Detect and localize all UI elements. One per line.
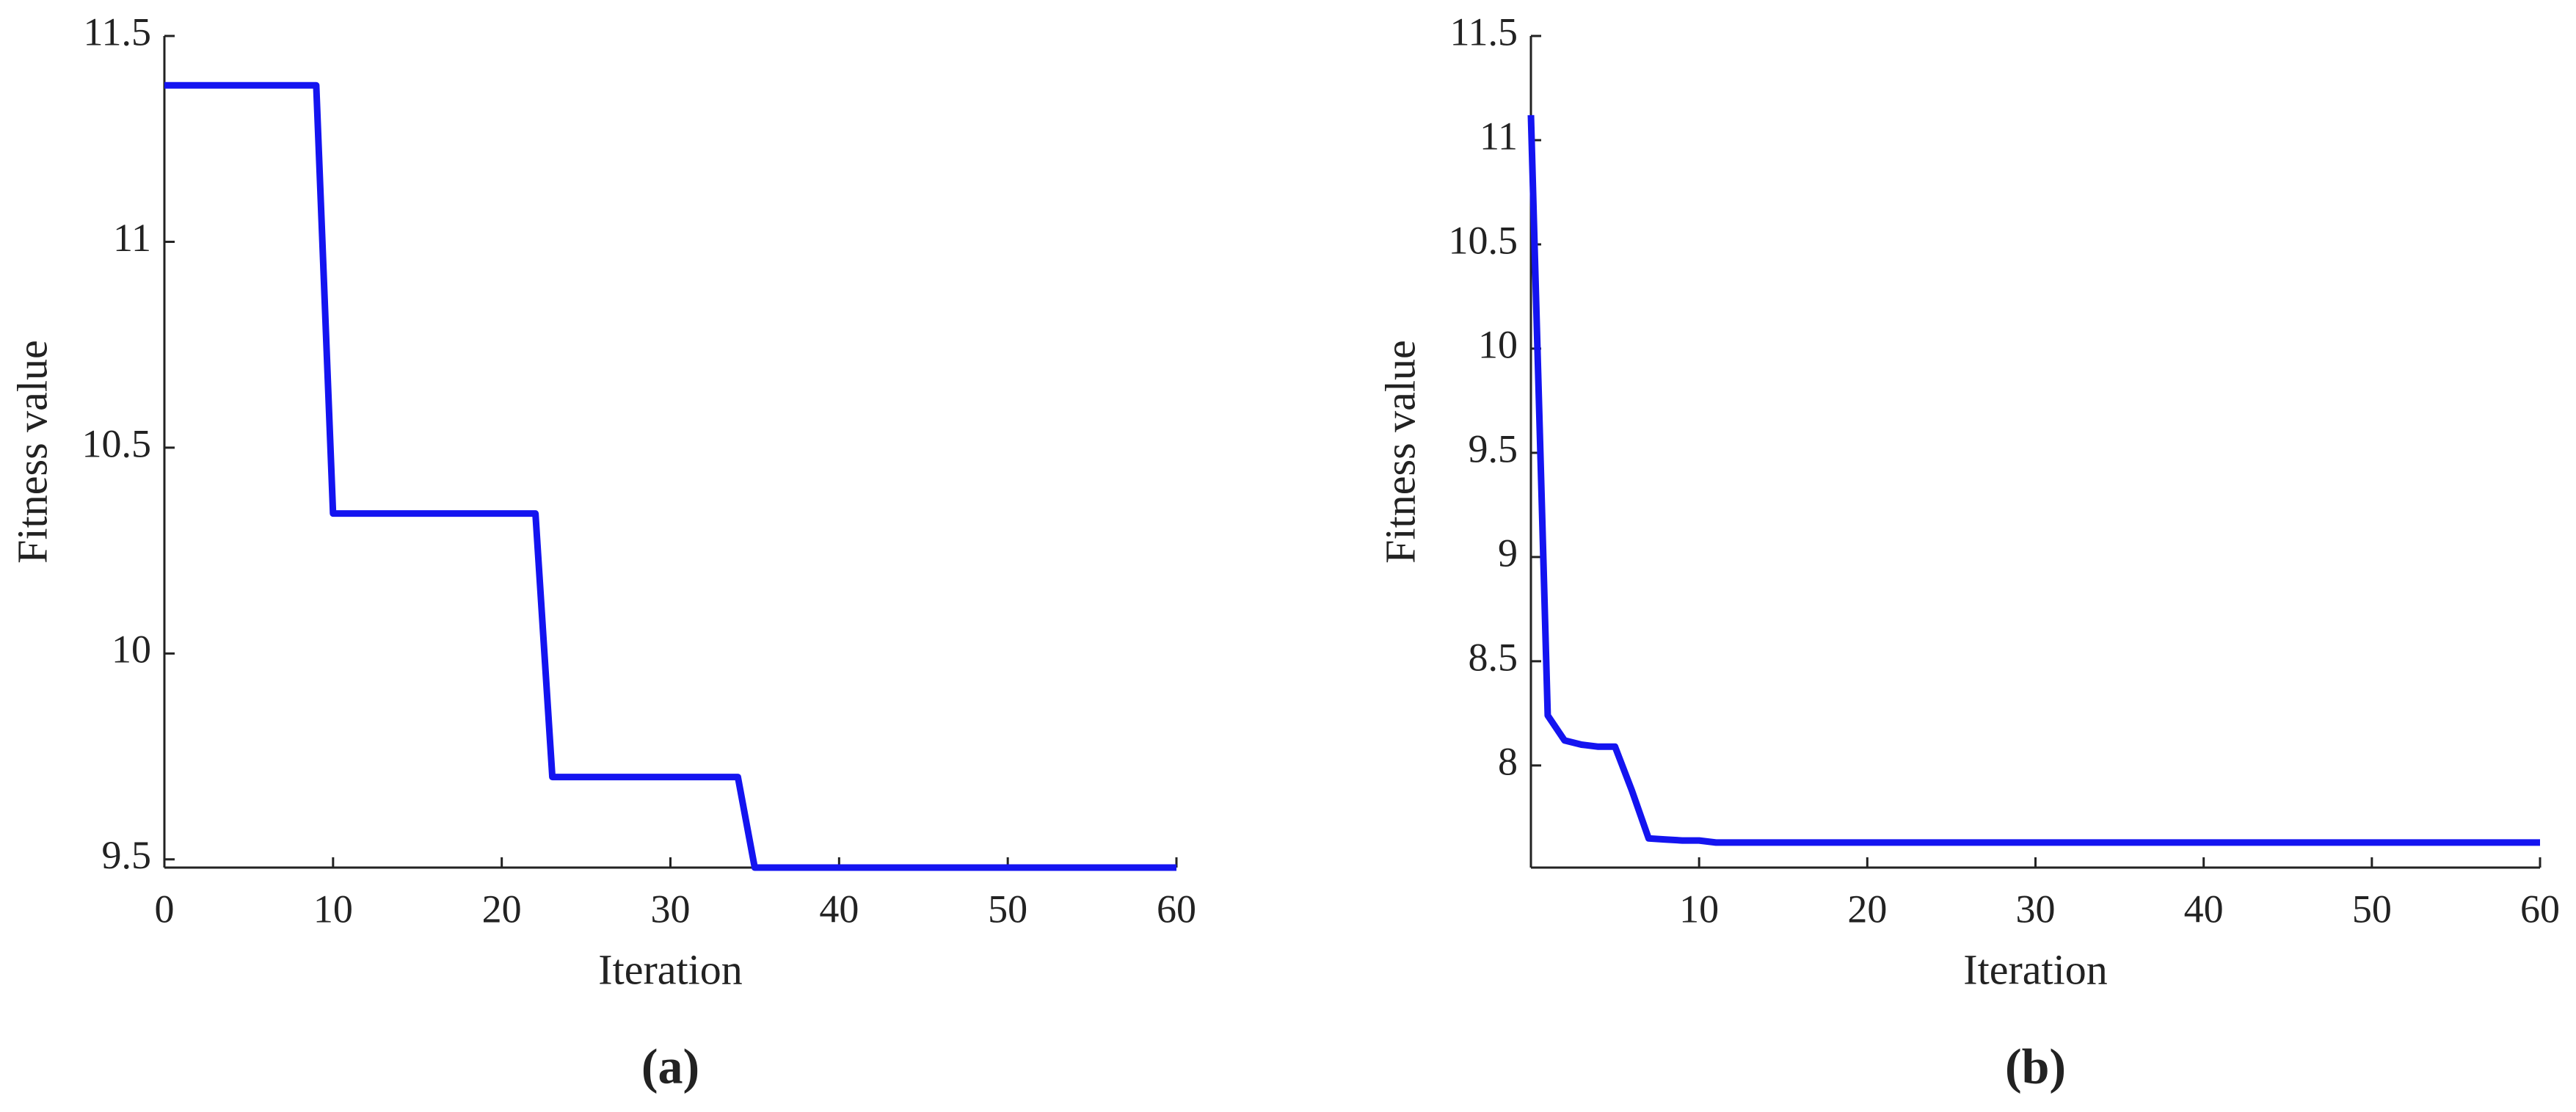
y-tick-label: 10 <box>112 628 151 672</box>
y-tick-label: 11.5 <box>1450 10 1518 54</box>
x-tick-label: 10 <box>1679 887 1719 931</box>
x-tick-label: 60 <box>1157 887 1196 931</box>
x-tick-label: 50 <box>988 887 1027 931</box>
x-tick-label: 50 <box>2352 887 2392 931</box>
x-tick-label: 40 <box>2184 887 2224 931</box>
y-tick-label: 8.5 <box>1469 635 1518 679</box>
x-axis-label: Iteration <box>1963 945 2107 993</box>
y-tick-label: 10 <box>1478 322 1518 366</box>
x-tick-label: 40 <box>819 887 859 931</box>
x-tick-label: 30 <box>651 887 691 931</box>
y-tick-label: 10.5 <box>1449 218 1518 262</box>
y-tick-label: 9 <box>1498 531 1518 575</box>
y-tick-label: 9.5 <box>102 833 152 877</box>
y-axis-label: Fitness value <box>8 340 56 563</box>
data-line <box>164 81 1176 871</box>
y-tick-label: 11.5 <box>84 10 152 54</box>
x-tick-label: 30 <box>2016 887 2056 931</box>
y-tick-label: 11 <box>1480 114 1518 158</box>
caption: (a) <box>641 1039 699 1094</box>
x-axis-label: Iteration <box>598 945 742 993</box>
x-tick-label: 20 <box>482 887 522 931</box>
y-axis-label: Fitness value <box>1376 340 1424 563</box>
data-line <box>1527 115 2540 846</box>
y-tick-label: 10.5 <box>82 421 152 465</box>
x-tick-label: 10 <box>313 887 353 931</box>
x-tick-label: 20 <box>1847 887 1887 931</box>
y-tick-label: 8 <box>1498 739 1518 783</box>
x-tick-label: 0 <box>155 887 175 931</box>
y-tick-label: 9.5 <box>1469 426 1518 470</box>
y-tick-label: 11 <box>113 216 151 260</box>
caption: (b) <box>2005 1039 2066 1094</box>
x-tick-label: 60 <box>2520 887 2560 931</box>
